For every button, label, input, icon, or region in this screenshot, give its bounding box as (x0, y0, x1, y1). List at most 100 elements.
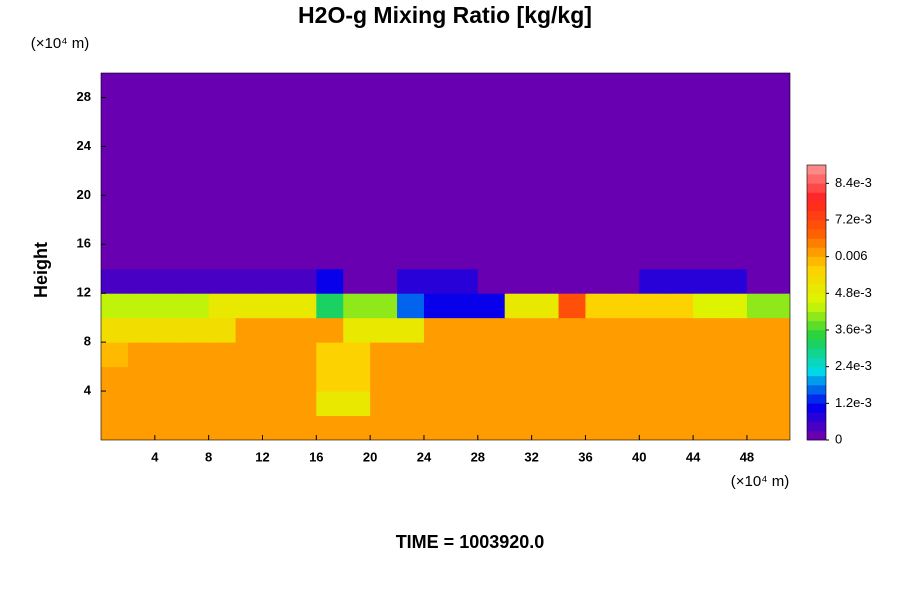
cell (397, 195, 425, 221)
cell (666, 293, 694, 319)
cell (504, 195, 533, 221)
x-tick-label: 44 (686, 449, 701, 464)
x-tick-label: 8 (205, 449, 212, 464)
cell (181, 317, 210, 343)
cell (746, 317, 775, 343)
cell (154, 195, 183, 221)
cell (289, 415, 317, 440)
cell (746, 73, 775, 98)
cell (746, 219, 775, 245)
cell (154, 146, 183, 172)
cell (504, 293, 533, 319)
cell (450, 121, 479, 147)
cell (585, 391, 613, 417)
cell (208, 391, 237, 417)
cell (127, 317, 156, 343)
cell (154, 268, 183, 294)
cell (612, 268, 640, 294)
cell (181, 146, 210, 172)
cell (397, 415, 425, 440)
cell (262, 146, 290, 172)
cell (558, 268, 586, 294)
cell (235, 391, 263, 417)
cell (208, 415, 237, 440)
cell (127, 97, 156, 123)
cell (208, 268, 237, 294)
cell (289, 73, 317, 98)
cell (558, 146, 586, 172)
cell (397, 317, 425, 343)
cell (450, 415, 479, 440)
cell (370, 293, 398, 319)
colorbar-band (807, 201, 826, 212)
x-tick-label: 36 (578, 449, 592, 464)
cell (558, 317, 586, 343)
cell (316, 170, 344, 196)
cell (693, 121, 721, 147)
cell (558, 342, 586, 368)
y-tick-label: 24 (77, 138, 92, 153)
cell (450, 268, 479, 294)
cell (423, 391, 452, 417)
cell (181, 342, 210, 368)
cell (127, 73, 156, 98)
cell (585, 170, 613, 196)
cell (477, 219, 506, 245)
cell (558, 391, 586, 417)
cell (531, 195, 560, 221)
colorbar-band (807, 229, 826, 239)
cell (343, 293, 371, 319)
cell (693, 170, 721, 196)
cell (693, 293, 721, 319)
cell (262, 219, 290, 245)
cell (316, 317, 344, 343)
cell (289, 366, 317, 392)
cell (504, 219, 533, 245)
x-tick-label: 24 (417, 449, 432, 464)
cell (666, 195, 694, 221)
cell (343, 195, 371, 221)
cell (235, 97, 263, 123)
cell (181, 73, 210, 98)
cell (720, 97, 748, 123)
colorbar-band (807, 311, 826, 322)
cell (585, 146, 613, 172)
colorbar-band (807, 174, 826, 184)
cell (127, 415, 156, 440)
cell (343, 73, 371, 98)
plot-frame (100, 72, 791, 441)
cell (235, 121, 263, 147)
cell (262, 195, 290, 221)
cell (397, 121, 425, 147)
cell (746, 244, 775, 270)
cell (316, 366, 344, 392)
cell (585, 73, 613, 98)
cell (666, 97, 694, 123)
cell (531, 366, 560, 392)
cell (585, 342, 613, 368)
cell (477, 342, 506, 368)
cell (235, 293, 263, 319)
cell (666, 73, 694, 98)
cell (477, 121, 506, 147)
y-unit: (×10⁴ m) (31, 35, 90, 52)
cell (504, 73, 533, 98)
cell (612, 219, 640, 245)
cell (693, 146, 721, 172)
cell (773, 268, 790, 294)
cell (612, 121, 640, 147)
cell (693, 342, 721, 368)
cell (154, 415, 183, 440)
cell (504, 146, 533, 172)
colorbar-band (807, 183, 826, 193)
cell (397, 73, 425, 98)
cell (639, 146, 667, 172)
cell (558, 97, 586, 123)
cell (262, 73, 290, 98)
cell (504, 366, 533, 392)
cell (154, 73, 183, 98)
cell (720, 268, 748, 294)
cell (127, 195, 156, 221)
cell (746, 146, 775, 172)
cell (773, 293, 790, 319)
